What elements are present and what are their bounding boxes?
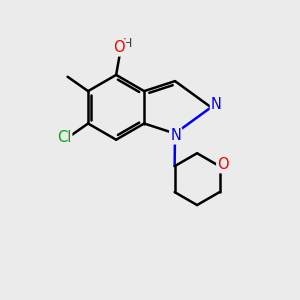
- Text: Cl: Cl: [57, 130, 71, 146]
- Text: H: H: [122, 37, 132, 50]
- Text: O: O: [113, 40, 125, 56]
- Text: N: N: [170, 128, 181, 143]
- Text: N: N: [211, 98, 222, 112]
- Text: O: O: [217, 157, 229, 172]
